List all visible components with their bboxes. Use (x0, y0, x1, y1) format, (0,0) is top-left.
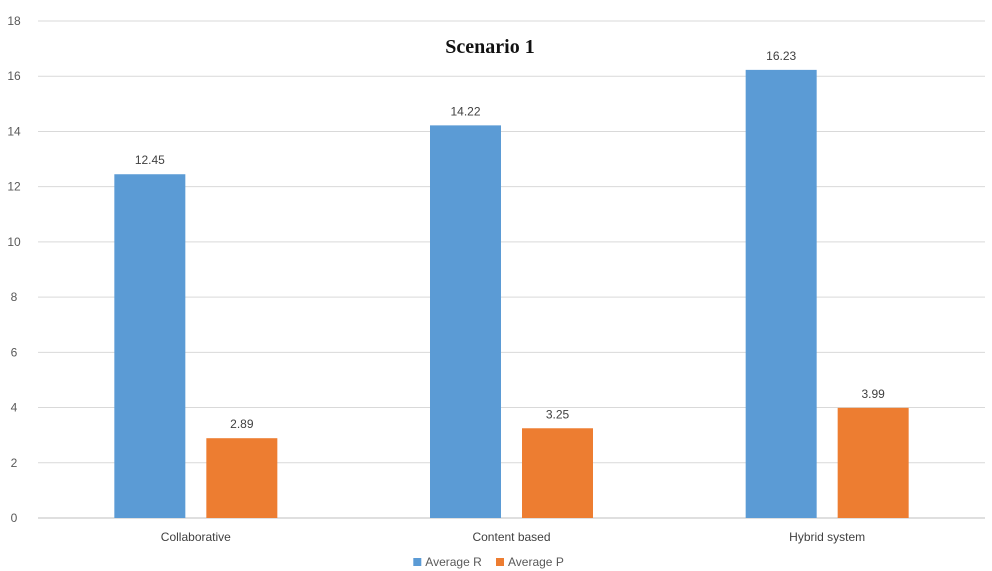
bar-average-r (745, 69, 817, 518)
bar-average-p (522, 428, 593, 518)
bar-average-r (114, 174, 186, 518)
legend: Average R Average P (413, 555, 564, 569)
bar-average-r (430, 125, 501, 519)
bar-average-p (206, 438, 278, 518)
y-tick-label: 10 (7, 235, 21, 249)
y-tick-label: 6 (11, 345, 18, 359)
y-tick-label: 12 (7, 180, 21, 194)
data-label: 12.45 (135, 153, 165, 167)
chart-title: Scenario 1 (445, 36, 534, 58)
x-category-label: Content based (472, 530, 550, 544)
data-label: 14.22 (450, 104, 480, 118)
data-label: 3.25 (546, 407, 570, 421)
y-tick-label: 8 (11, 290, 18, 304)
data-label: 2.89 (230, 417, 254, 431)
data-label: 3.99 (861, 387, 885, 401)
y-tick-label: 14 (7, 124, 21, 138)
x-category-label: Collaborative (161, 530, 231, 544)
y-tick-label: 0 (11, 511, 18, 525)
bar-average-p (837, 407, 909, 518)
y-tick-label: 2 (11, 456, 18, 470)
legend-label: Average R (425, 555, 482, 569)
y-tick-label: 4 (11, 401, 18, 415)
y-tick-label: 16 (7, 69, 21, 83)
data-label: 16.23 (766, 49, 796, 63)
y-axis-tick-labels: 0 2 4 6 8 10 12 14 16 18 (7, 14, 21, 525)
legend-swatch (413, 558, 422, 566)
bars (114, 69, 909, 519)
legend-swatch (496, 558, 504, 566)
legend-label: Average P (508, 555, 564, 569)
x-category-label: Hybrid system (789, 530, 865, 544)
y-tick-label: 18 (7, 14, 21, 28)
gridlines (38, 20, 985, 519)
x-axis-category-labels: Collaborative Content based Hybrid system (161, 530, 865, 544)
data-labels: 12.45 2.89 14.22 3.25 16.23 3.99 (135, 49, 885, 431)
